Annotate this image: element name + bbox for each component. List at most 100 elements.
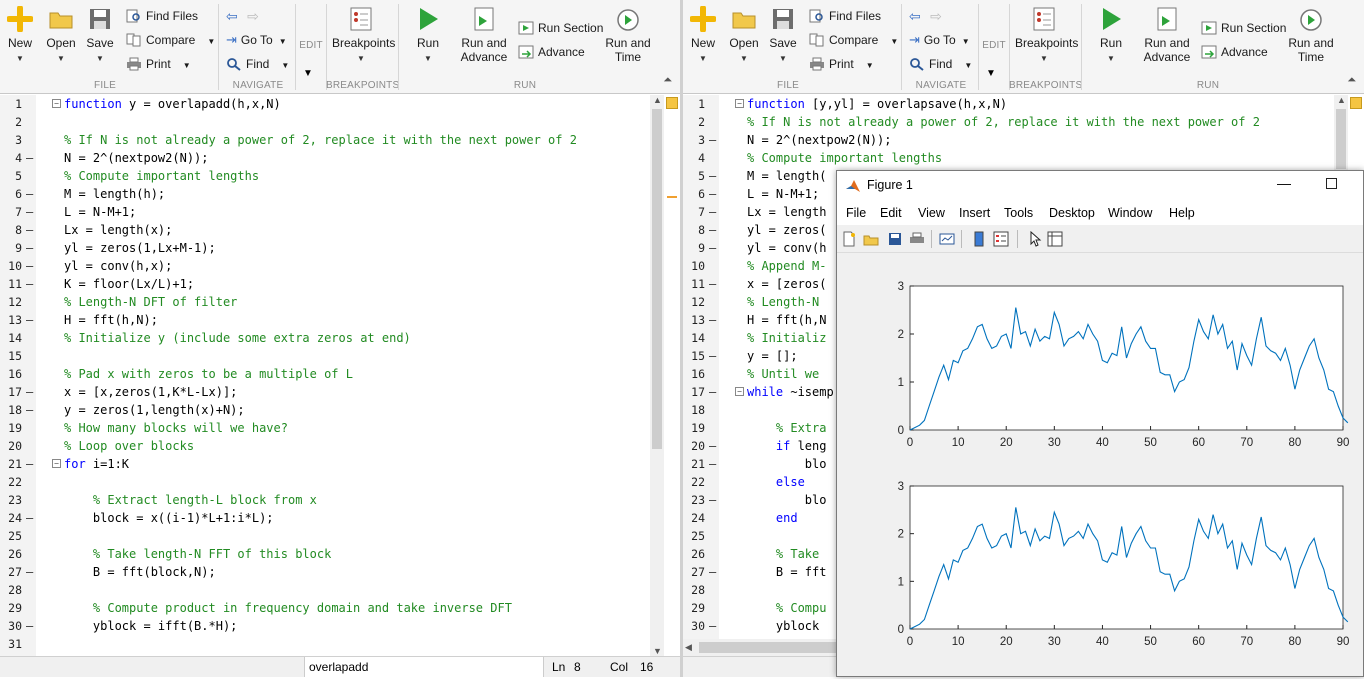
code-line[interactable]: 19 % How many blocks will we have? (0, 419, 650, 437)
code-line[interactable]: 19 % Extra (683, 419, 1334, 437)
code-line[interactable]: 20 % Loop over blocks (0, 437, 650, 455)
code-line[interactable]: 1 − function y = overlapadd(h,x,N) (0, 95, 650, 113)
legend-icon[interactable] (993, 231, 1009, 247)
code-line[interactable]: 12 % Length-N DFT of filter (0, 293, 650, 311)
goto-button[interactable]: ⇥ Go To ▼ (909, 31, 970, 49)
menu-tools[interactable]: Tools (1004, 206, 1034, 220)
code-line[interactable]: 6– M = length(h); (0, 185, 650, 203)
code-line[interactable]: 28 (683, 581, 1334, 599)
executable-line-marker[interactable]: – (709, 277, 717, 291)
menu-desktop[interactable]: Desktop (1049, 206, 1095, 220)
find-files-button[interactable]: Find Files (126, 7, 198, 25)
collapse-ribbon-button[interactable]: ⏶ (663, 74, 672, 86)
save-button[interactable]: Save ▼ (84, 6, 116, 66)
code-line[interactable]: 14 % Initialize y (include some extra zer… (0, 329, 650, 347)
menu-insert[interactable]: Insert (959, 206, 991, 220)
executable-line-marker[interactable]: – (709, 205, 717, 219)
code-analyzer-indicator[interactable] (1350, 97, 1362, 109)
print-figure-icon[interactable] (909, 231, 925, 247)
new-figure-icon[interactable] (841, 231, 857, 247)
code-line[interactable]: 25 (683, 527, 1334, 545)
compare-button[interactable]: Compare ▼ (126, 31, 215, 49)
warning-marker[interactable] (667, 196, 677, 198)
executable-line-marker[interactable]: – (26, 241, 34, 255)
code-analyzer-indicator[interactable] (666, 97, 678, 109)
menu-edit[interactable]: Edit (880, 206, 902, 220)
code-line[interactable]: 6– L = N-M+1; (683, 185, 1334, 203)
code-line[interactable]: 8– Lx = length(x); (0, 221, 650, 239)
code-line[interactable]: 10 % Append M- (683, 257, 1334, 275)
code-line[interactable]: 17– x = [x,zeros(1,K*L-Lx)]; (0, 383, 650, 401)
find-files-button[interactable]: Find Files (809, 7, 881, 25)
minimize-icon[interactable]: — (1277, 175, 1291, 191)
code-line[interactable]: 27– B = fft (683, 563, 1334, 581)
executable-line-marker[interactable]: – (26, 619, 34, 633)
code-line[interactable]: 28 (0, 581, 650, 599)
find-button[interactable]: Find ▼ (226, 55, 289, 73)
code-line[interactable]: 16 % Until we (683, 365, 1334, 383)
code-line[interactable]: 12 % Length-N (683, 293, 1334, 311)
executable-line-marker[interactable]: – (26, 565, 34, 579)
executable-line-marker[interactable]: – (709, 187, 717, 201)
executable-line-marker[interactable]: – (26, 151, 34, 165)
maximize-icon[interactable] (1326, 178, 1337, 189)
run-button[interactable]: Run ▼ (1095, 6, 1127, 66)
advance-button[interactable]: Advance (1201, 43, 1268, 61)
code-line[interactable]: 15– y = []; (683, 347, 1334, 365)
edit-expand-button[interactable]: ▼ (303, 68, 313, 79)
code-line[interactable]: 23 % Extract length-L block from x (0, 491, 650, 509)
figure-window[interactable]: Figure 1 — File Edit View Insert Tools D… (836, 170, 1364, 677)
code-line[interactable]: 18– y = zeros(1,length(x)+N); (0, 401, 650, 419)
executable-line-marker[interactable]: – (709, 313, 717, 327)
new-button[interactable]: New ▼ (4, 6, 36, 66)
executable-line-marker[interactable]: – (709, 169, 717, 183)
code-line[interactable]: 7– Lx = length (683, 203, 1334, 221)
new-button[interactable]: New ▼ (687, 6, 719, 66)
executable-line-marker[interactable]: – (709, 241, 717, 255)
figure-canvas[interactable]: 0 10 20 30 40 50 60 70 80 90 0 1 2 3 0 10 20 30 40 50 60 70 80… (837, 254, 1363, 676)
advance-button[interactable]: Advance (518, 43, 585, 61)
code-line[interactable]: 17– − while ~isemp (683, 383, 1334, 401)
save-button[interactable]: Save ▼ (767, 6, 799, 66)
code-line[interactable]: 30– yblock = ifft(B.*H); (0, 617, 650, 635)
code-line[interactable]: 31 (0, 635, 650, 653)
executable-line-marker[interactable]: – (26, 511, 34, 525)
code-line[interactable]: 8– yl = zeros( (683, 221, 1334, 239)
code-line[interactable]: 25 (0, 527, 650, 545)
collapse-ribbon-button[interactable]: ⏶ (1347, 74, 1356, 86)
executable-line-marker[interactable]: – (26, 385, 34, 399)
code-line[interactable]: 14 % Initializ (683, 329, 1334, 347)
open-button[interactable]: Open ▼ (44, 6, 78, 66)
code-editor[interactable]: 1− function y = overlapadd(h,x,N) 2 3% If N… (0, 95, 680, 677)
executable-line-marker[interactable]: – (709, 223, 717, 237)
back-button[interactable]: ⇦ ⇨ (909, 7, 942, 25)
code-line[interactable]: 22 (0, 473, 650, 491)
menu-view[interactable]: View (918, 206, 945, 220)
code-line[interactable]: 5 % Compute important lengths (0, 167, 650, 185)
code-area[interactable]: 1− function [y,yl] = overlapsave(h,x,N) 2%… (683, 95, 1334, 635)
executable-line-marker[interactable]: – (709, 619, 717, 633)
run-button[interactable]: Run ▼ (412, 6, 444, 66)
code-line[interactable]: 2 % If N is not already a power of 2, rep… (683, 113, 1334, 131)
executable-line-marker[interactable]: – (26, 223, 34, 237)
code-line[interactable]: 3– N = 2^(nextpow2(N)); (683, 131, 1334, 149)
executable-line-marker[interactable]: – (26, 205, 34, 219)
code-line[interactable]: 7– L = N-M+1; (0, 203, 650, 221)
executable-line-marker[interactable]: – (26, 403, 34, 417)
scroll-down-icon[interactable]: ▼ (653, 646, 662, 656)
code-line[interactable]: 26 % Take length-N FFT of this block (0, 545, 650, 563)
code-line[interactable]: 22 else (683, 473, 1334, 491)
fold-toggle-icon[interactable]: − (735, 387, 744, 396)
code-line[interactable]: 4– N = 2^(nextpow2(N)); (0, 149, 650, 167)
scroll-left-icon[interactable]: ◀ (685, 642, 692, 652)
run-and-time-button[interactable]: Run and Time (604, 6, 652, 64)
code-line[interactable]: 2 (0, 113, 650, 131)
executable-line-marker[interactable]: – (26, 259, 34, 273)
open-file-icon[interactable] (863, 231, 879, 247)
print-button[interactable]: Print ▼ (809, 55, 874, 73)
code-line[interactable]: 24 end (683, 509, 1334, 527)
code-line[interactable]: 23– blo (683, 491, 1334, 509)
pane-splitter[interactable] (680, 0, 683, 677)
fold-toggle-icon[interactable]: − (52, 99, 61, 108)
run-section-button[interactable]: Run Section (518, 19, 603, 37)
